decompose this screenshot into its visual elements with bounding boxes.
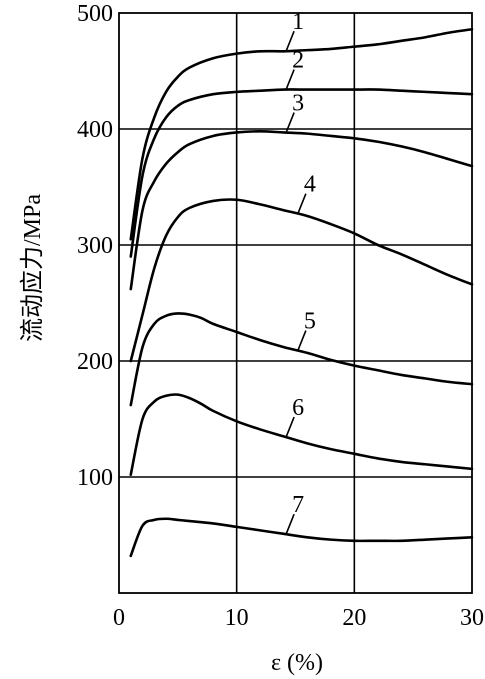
x-tick-label: 10 (225, 605, 249, 631)
plot-border (118, 12, 473, 594)
curve-6-leader (285, 416, 295, 438)
x-tick-label: 0 (113, 605, 125, 631)
curve-4 (129, 198, 474, 363)
curve-7-leader (285, 513, 295, 535)
x-axis-label: ε (%) (271, 650, 323, 676)
curve-2-label: 2 (292, 48, 304, 74)
y-tick-label: 100 (77, 465, 113, 491)
y-axis-label: 流动应力/MPa (19, 194, 46, 342)
plot-frame (118, 12, 473, 594)
curve-1 (129, 27, 474, 241)
curve-4-leader (297, 193, 307, 214)
x-tick-label: 20 (342, 605, 366, 631)
curve-6-label: 6 (292, 395, 304, 421)
curve-3-leader (285, 112, 295, 133)
tick-labels: 0 10 20 30 100 200 300 400 500 (77, 1, 484, 631)
curve-7-label: 7 (292, 492, 304, 518)
curve-4-label: 4 (304, 172, 316, 198)
curve-1-leader (285, 30, 295, 52)
y-tick-label: 200 (77, 349, 113, 375)
curve-5-leader (297, 330, 307, 351)
curves (129, 27, 474, 558)
curve-1-label: 1 (292, 9, 304, 35)
y-tick-label: 400 (77, 117, 113, 143)
curve-5-label: 5 (304, 309, 316, 335)
y-tick-label: 500 (77, 1, 113, 27)
curve-7 (129, 517, 474, 558)
x-tick-label: 30 (460, 605, 484, 631)
curve-6 (129, 393, 474, 476)
curve-3 (129, 130, 474, 291)
y-tick-label: 300 (77, 233, 113, 259)
curve-2 (129, 88, 474, 258)
curve-3-label: 3 (292, 91, 304, 117)
grid-lines (119, 13, 472, 593)
curve-2-leader (285, 69, 295, 90)
curve-labels: 1 2 3 4 5 6 7 (285, 9, 316, 535)
curve-5 (129, 312, 474, 407)
